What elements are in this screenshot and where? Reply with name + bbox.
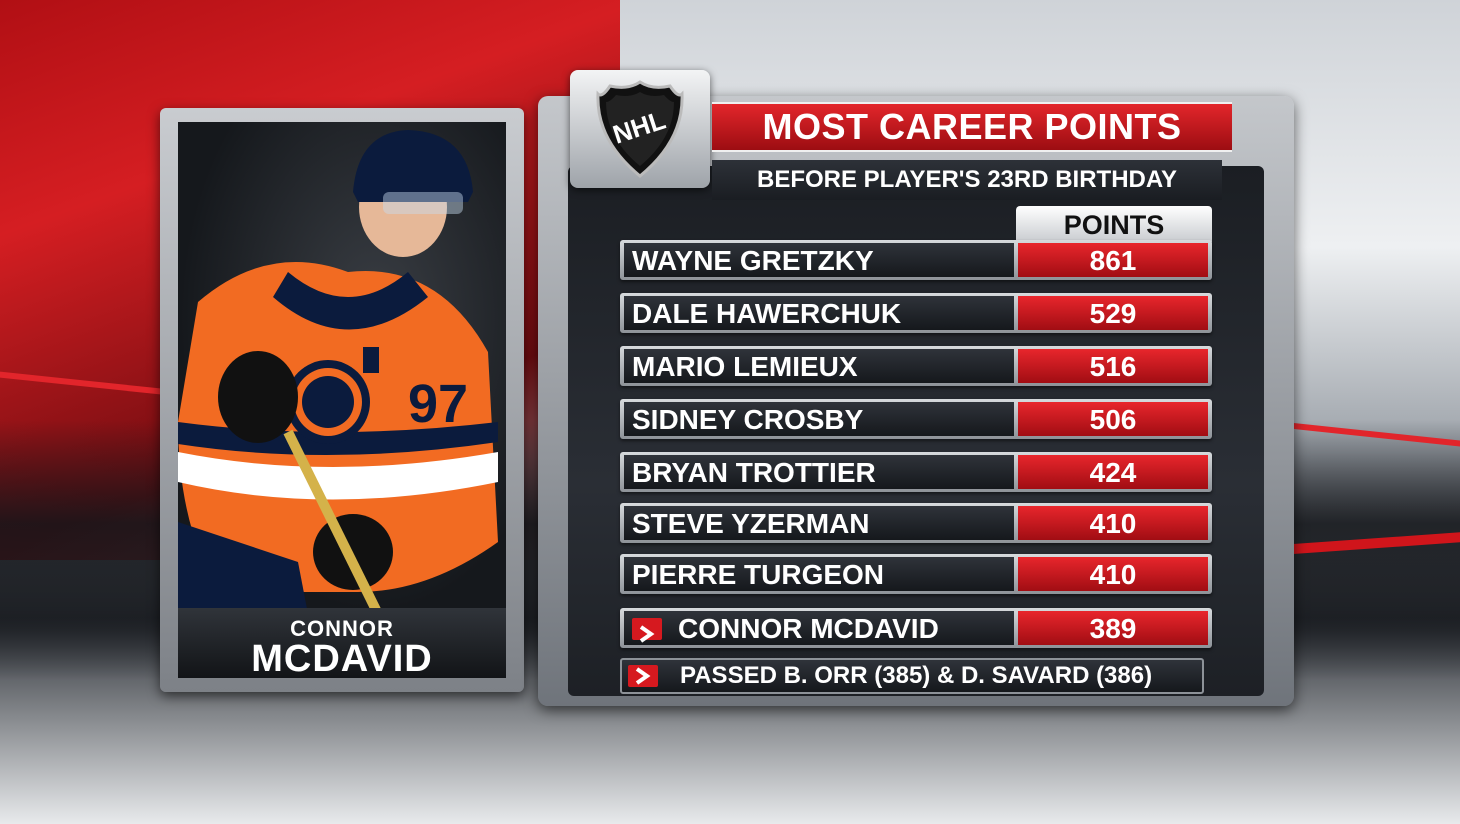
player-first-name: CONNOR bbox=[290, 616, 394, 641]
ranking-row: STEVE YZERMAN 410 bbox=[620, 503, 1212, 543]
player-name-cell: DALE HAWERCHUK bbox=[624, 296, 1014, 330]
points-cell: 506 bbox=[1018, 402, 1208, 436]
points-cell: 389 bbox=[1018, 611, 1208, 645]
player-name-plate: CONNOR MCDAVID bbox=[178, 608, 506, 678]
points-cell: 410 bbox=[1018, 557, 1208, 591]
note-row: PASSED B. ORR (385) & D. SAVARD (386) bbox=[620, 658, 1204, 694]
ranking-row: WAYNE GRETZKY 861 bbox=[620, 240, 1212, 280]
ranking-row-highlighted: CONNOR MCDAVID 389 bbox=[620, 608, 1212, 648]
player-name-cell: WAYNE GRETZKY bbox=[624, 243, 1014, 277]
points-cell: 516 bbox=[1018, 349, 1208, 383]
graphic-title: MOST CAREER POINTS bbox=[712, 102, 1232, 152]
player-card: 97 CONNOR MCDAVID bbox=[160, 108, 524, 692]
ranking-row: MARIO LEMIEUX 516 bbox=[620, 346, 1212, 386]
league-logo-box: NHL bbox=[570, 70, 710, 188]
points-cell: 529 bbox=[1018, 296, 1208, 330]
player-name-cell: CONNOR MCDAVID bbox=[624, 611, 1014, 645]
ranking-row: SIDNEY CROSBY 506 bbox=[620, 399, 1212, 439]
player-name-cell: STEVE YZERMAN bbox=[624, 506, 1014, 540]
red-arrow-icon bbox=[628, 665, 658, 687]
nhl-shield-logo: NHL bbox=[596, 80, 684, 178]
player-name-cell: BRYAN TROTTIER bbox=[624, 455, 1014, 489]
graphic-subtitle: BEFORE PLAYER'S 23RD BIRTHDAY bbox=[712, 160, 1222, 200]
points-cell: 861 bbox=[1018, 243, 1208, 277]
red-arrow-icon bbox=[632, 618, 662, 643]
player-name-cell: SIDNEY CROSBY bbox=[624, 402, 1014, 436]
player-name-cell: MARIO LEMIEUX bbox=[624, 349, 1014, 383]
note-text: PASSED B. ORR (385) & D. SAVARD (386) bbox=[680, 662, 1153, 689]
ranking-row: DALE HAWERCHUK 529 bbox=[620, 293, 1212, 333]
points-column-header: POINTS bbox=[1016, 206, 1212, 242]
player-photo: 97 bbox=[178, 122, 506, 614]
ranking-row: BRYAN TROTTIER 424 bbox=[620, 452, 1212, 492]
player-last-name: MCDAVID bbox=[251, 638, 433, 680]
ranking-row: PIERRE TURGEON 410 bbox=[620, 554, 1212, 594]
player-name-cell: PIERRE TURGEON bbox=[624, 557, 1014, 591]
points-cell: 410 bbox=[1018, 506, 1208, 540]
player-name-text: CONNOR MCDAVID bbox=[678, 613, 939, 644]
captain-c bbox=[363, 347, 379, 373]
jersey-number: 97 bbox=[408, 374, 468, 434]
player-illustration: 97 bbox=[178, 130, 498, 614]
points-cell: 424 bbox=[1018, 455, 1208, 489]
